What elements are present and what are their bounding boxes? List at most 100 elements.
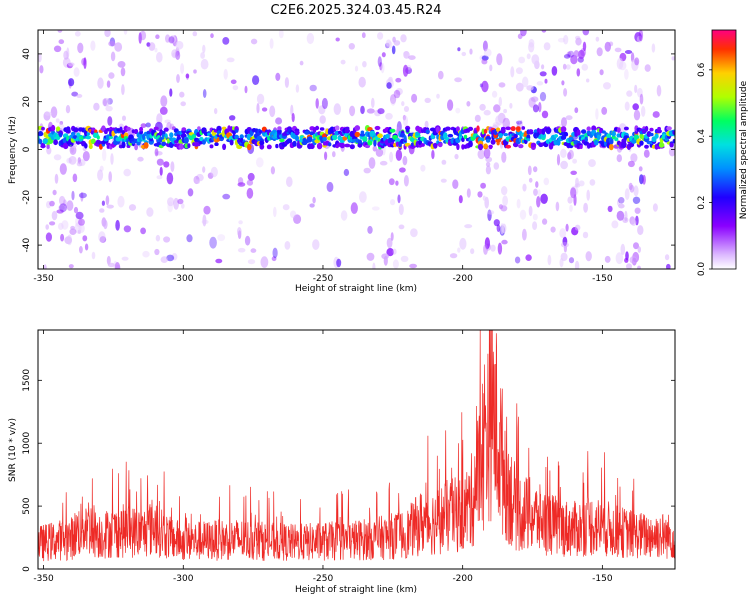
spectrogram-noise-blob	[56, 209, 64, 214]
spectrogram-ridge-blob	[317, 143, 322, 147]
spectrogram-noise-blob	[470, 248, 475, 255]
spectrogram-noise-blob	[533, 188, 538, 196]
spectrogram-ridge-blob	[199, 136, 204, 142]
spectrogram-noise-blob	[624, 188, 630, 201]
spectrogram-ridge-blob	[483, 143, 488, 149]
spectrogram-noise-blob	[666, 263, 671, 269]
spectrogram-noise-blob	[581, 63, 589, 71]
spectrogram-noise-blob	[586, 78, 590, 83]
spectrogram-noise-blob	[461, 51, 467, 57]
spectrogram-noise-blob	[402, 155, 408, 166]
spectrogram-ridge-blob	[246, 143, 252, 151]
spectrogram-noise-blob	[155, 34, 160, 39]
spectrogram-noise-blob	[492, 122, 500, 128]
spectrogram-noise-blob	[53, 45, 62, 53]
spectrogram-noise-blob	[63, 199, 67, 206]
spectrogram-noise-blob	[70, 225, 75, 230]
spectrogram-ridge-blob	[377, 133, 383, 138]
spectrogram-noise-blob	[526, 85, 534, 91]
spectrogram-noise-blob	[38, 53, 42, 63]
spectrogram-ridge-blob	[510, 126, 516, 132]
spectrogram-noise-blob	[60, 233, 65, 242]
spectrogram-noise-blob	[528, 38, 535, 48]
spectrogram-noise-blob	[498, 96, 502, 107]
spectrogram-noise-blob	[167, 201, 173, 213]
spectrogram-ridge-blob	[505, 126, 512, 131]
spectrogram-noise-blob	[115, 219, 120, 231]
spectrogram-noise-blob	[319, 115, 326, 124]
spectrogram-ridge-blob	[139, 126, 144, 132]
spectrogram-noise-blob	[83, 57, 87, 70]
spectrogram-ridge-blob	[528, 131, 534, 135]
spectrogram-ridge-blob	[164, 133, 168, 139]
spectrogram-noise-blob	[588, 159, 596, 168]
spectrogram-ridge-blob	[239, 134, 244, 139]
spectrogram-noise-blob	[522, 183, 527, 192]
spectrogram-noise-blob	[309, 84, 317, 92]
spectrogram-noise-blob	[156, 175, 163, 180]
spectrogram-ridge-blob	[277, 128, 282, 136]
spectrogram-noise-blob	[122, 115, 126, 121]
spectrogram-noise-blob	[393, 40, 401, 46]
spectrogram-noise-blob	[466, 188, 471, 198]
spectrogram-noise-blob	[169, 88, 173, 97]
spectrogram-noise-blob	[482, 40, 488, 52]
spectrogram-ridge-blob	[214, 142, 219, 146]
spectrogram-noise-blob	[447, 99, 454, 111]
spectrogram-noise-blob	[49, 221, 56, 226]
colorbar-tick-label: 0.2	[697, 195, 707, 209]
spectrogram-noise-blob	[121, 256, 129, 261]
spectrogram-ridge-blob	[38, 131, 44, 137]
spectrogram-noise-blob	[101, 200, 105, 206]
spectrogram-noise-blob	[201, 219, 209, 225]
spectrogram-noise-blob	[457, 47, 461, 52]
spectrogram-noise-blob	[531, 96, 539, 102]
spectrogram-noise-blob	[108, 72, 115, 79]
spectrogram-ridge-blob	[606, 133, 612, 139]
spectrogram-noise-blob	[246, 179, 254, 186]
spectrogram-ridge-blob	[373, 139, 377, 147]
spectrogram-ridge-blob	[586, 126, 591, 131]
spectrogram-noise-blob	[379, 62, 383, 71]
spectrogram-noise-blob	[65, 105, 71, 114]
spectrogram-noise-blob	[362, 60, 367, 68]
spectrogram-noise-blob	[173, 197, 180, 210]
spectrogram-noise-blob	[542, 218, 548, 225]
spectrogram-ridge-blob	[119, 126, 123, 133]
spectrogram-ridge-blob	[503, 133, 509, 137]
spectrogram-ridge-blob	[540, 132, 547, 139]
spectrogram-noise-blob	[138, 32, 142, 44]
spectrogram-noise-blob	[402, 64, 409, 77]
spectrogram-noise-blob	[411, 93, 418, 103]
spectrogram-noise-blob	[358, 76, 366, 88]
spectrogram-noise-blob	[275, 117, 283, 125]
spectrogram-noise-blob	[489, 64, 493, 72]
spectrogram-ridge-blob	[73, 127, 79, 133]
spectrogram-noise-blob	[273, 206, 277, 218]
spectrogram-noise-blob	[255, 157, 264, 168]
spectrogram-ridge-blob	[420, 143, 425, 147]
spectrogram-noise-blob	[498, 82, 506, 88]
spectrogram-noise-blob	[336, 258, 342, 268]
spectrogram-ridge-blob	[608, 143, 614, 151]
spectrogram-ridge-blob	[621, 141, 627, 149]
spectrogram-noise-blob	[45, 224, 49, 230]
spectrogram-noise-blob	[55, 118, 60, 123]
snr-y-label: SNR (10 * v/v)	[8, 418, 18, 482]
spectrogram-noise-blob	[142, 250, 150, 258]
spectrogram-noise-blob	[493, 219, 500, 227]
spectrogram-noise-blob	[599, 69, 604, 76]
spectrogram-noise-blob	[237, 227, 242, 237]
spectrogram-noise-blob	[167, 197, 175, 207]
spectrogram-noise-blob	[400, 255, 409, 263]
spectrogram-noise-blob	[156, 52, 163, 63]
spectrogram-noise-blob	[148, 42, 156, 51]
spectrogram-noise-blob	[637, 225, 644, 236]
spectrogram-ridge-blob	[554, 134, 558, 138]
spectrogram-noise-blob	[99, 236, 107, 243]
spectrogram-ridge-blob	[149, 137, 154, 142]
spectrogram-ridge-blob	[286, 138, 293, 144]
spectrogram-ridge-blob	[581, 129, 587, 134]
spectrogram-noise-blob	[107, 262, 115, 268]
spectrogram-noise-blob	[123, 225, 132, 233]
